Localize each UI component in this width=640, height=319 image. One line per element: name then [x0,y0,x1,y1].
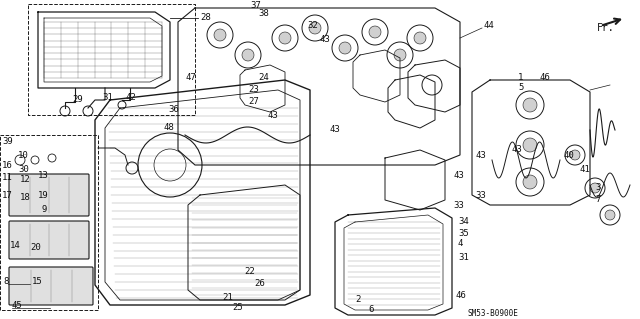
Circle shape [369,26,381,38]
Text: 21: 21 [222,293,233,302]
Circle shape [339,42,351,54]
Text: 28: 28 [200,13,211,23]
Text: 19: 19 [38,190,49,199]
Text: 1: 1 [518,73,524,83]
Text: 40: 40 [564,151,575,160]
Text: 11: 11 [2,174,13,182]
Text: 46: 46 [540,73,551,83]
Text: 43: 43 [512,145,523,154]
Circle shape [414,32,426,44]
Circle shape [279,32,291,44]
Circle shape [309,22,321,34]
Text: Fr.: Fr. [597,23,614,33]
Circle shape [523,98,537,112]
Text: 6: 6 [368,306,373,315]
Text: SM53-B0900E: SM53-B0900E [468,308,519,317]
Text: 29: 29 [72,95,83,105]
Text: 43: 43 [453,170,464,180]
Text: 39: 39 [2,137,13,146]
Circle shape [214,29,226,41]
Text: 8: 8 [3,278,8,286]
Text: 2: 2 [355,295,360,305]
Text: 44: 44 [484,21,495,31]
Text: 48: 48 [164,123,175,132]
Text: 12: 12 [20,175,31,184]
Text: 43: 43 [330,125,340,135]
Text: 13: 13 [38,170,49,180]
Text: 34: 34 [458,218,468,226]
Text: 46: 46 [456,291,467,300]
Circle shape [394,49,406,61]
Text: 18: 18 [20,192,31,202]
Text: 37: 37 [250,2,260,11]
Text: 7: 7 [595,196,600,204]
Text: 4: 4 [458,240,463,249]
Text: 31: 31 [458,254,468,263]
Text: 10: 10 [18,151,29,160]
Text: 30: 30 [18,166,29,174]
Text: 43: 43 [475,151,486,160]
Text: 43: 43 [268,110,279,120]
Text: 22: 22 [244,268,255,277]
Text: 25: 25 [232,303,243,313]
Circle shape [242,49,254,61]
FancyBboxPatch shape [9,174,89,216]
Text: 31: 31 [102,93,113,101]
Circle shape [590,183,600,193]
Text: 15: 15 [32,277,43,286]
Text: 9: 9 [42,205,47,214]
Text: 26: 26 [254,278,265,287]
Circle shape [570,150,580,160]
Text: 43: 43 [320,35,331,44]
Text: 33: 33 [453,201,464,210]
Text: 47: 47 [185,73,196,83]
Text: 32: 32 [307,20,317,29]
Text: 16: 16 [2,160,13,169]
Text: 36: 36 [168,106,179,115]
Text: 33: 33 [475,190,486,199]
FancyBboxPatch shape [9,221,89,259]
Text: 35: 35 [458,228,468,238]
Text: 42: 42 [125,93,136,101]
Text: 23: 23 [248,85,259,94]
Text: 17: 17 [2,190,13,199]
Text: 20: 20 [30,243,41,253]
Text: 3: 3 [595,183,600,192]
Text: 5: 5 [518,84,524,93]
Text: 24: 24 [258,73,269,83]
Circle shape [605,210,615,220]
Text: 41: 41 [580,166,591,174]
Circle shape [523,138,537,152]
Circle shape [523,175,537,189]
Text: 27: 27 [248,98,259,107]
Text: 14: 14 [10,241,20,249]
Text: 45: 45 [12,300,23,309]
FancyBboxPatch shape [9,267,93,305]
Text: 38: 38 [258,10,269,19]
